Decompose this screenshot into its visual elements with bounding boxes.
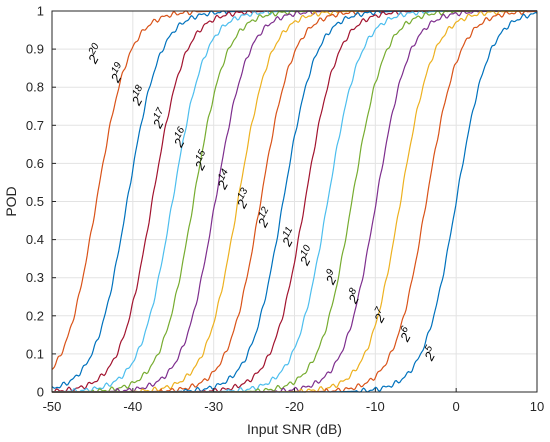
y-tick-label: 1 (37, 4, 44, 19)
y-tick-label: 0.4 (26, 232, 44, 247)
x-axis-label: Input SNR (dB) (247, 421, 342, 437)
series-label: 28 (343, 286, 365, 307)
y-tick-label: 0.5 (26, 194, 44, 209)
y-tick-label: 0.9 (26, 42, 44, 57)
x-tick-label: -10 (366, 399, 385, 414)
series-label: 213 (232, 186, 256, 211)
series-label: 26 (395, 324, 417, 345)
series-label: 210 (295, 243, 319, 268)
y-axis-label: POD (3, 186, 19, 216)
series-label: 216 (169, 125, 193, 150)
ticks: -50 -40 -30 -20 -10 0 10 0 0.1 0.2 0.3 0.4 0.5 0.6 0.7… (26, 4, 544, 415)
y-tick-label: 0.1 (26, 346, 44, 361)
series-label: 214 (212, 167, 236, 192)
x-tick-label: 0 (453, 399, 460, 414)
x-tick-label: -50 (43, 399, 62, 414)
y-tick-label: 0.8 (26, 80, 44, 95)
x-tick-label: -40 (123, 399, 142, 414)
y-tick-label: 0.6 (26, 156, 44, 171)
x-tick-label: 10 (530, 399, 544, 414)
y-tick-label: 0.2 (26, 308, 44, 323)
series-label: 215 (190, 148, 214, 173)
y-tick-label: 0.7 (26, 118, 44, 133)
x-tick-label: -20 (285, 399, 304, 414)
y-tick-label: 0 (37, 385, 44, 400)
x-tick-label: -30 (204, 399, 223, 414)
y-tick-label: 0.3 (26, 270, 44, 285)
series-label: 220 (83, 41, 107, 66)
